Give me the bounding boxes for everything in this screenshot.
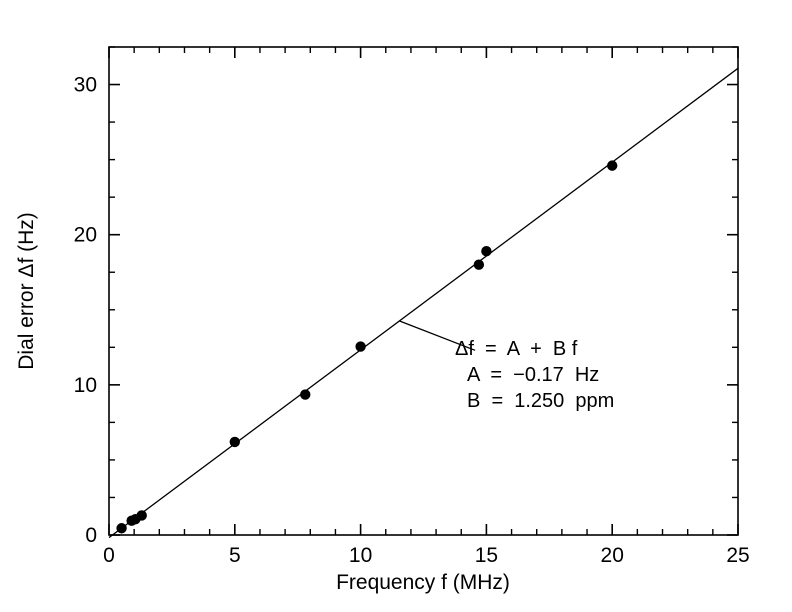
x-axis-major-ticks xyxy=(108,47,739,535)
y-axis-title: Dial error Δf (Hz) xyxy=(15,212,38,370)
data-point xyxy=(473,259,485,270)
x-axis-minor-ticks xyxy=(133,47,714,535)
x-tick-label: 0 xyxy=(103,544,115,567)
y-tick-label: 30 xyxy=(74,74,97,97)
x-tick-label: 25 xyxy=(726,544,749,567)
y-axis-major-ticks xyxy=(109,83,738,536)
y-axis-tick-labels: 0 10 20 30 xyxy=(74,74,97,547)
x-axis-tick-labels: 0 5 10 15 20 25 xyxy=(103,544,750,567)
linear-fit-line xyxy=(108,67,739,539)
y-tick-label: 10 xyxy=(74,374,97,397)
annotation-slope: B = 1.250 ppm xyxy=(467,390,614,412)
data-point xyxy=(136,510,147,521)
data-point xyxy=(229,436,240,448)
y-tick-label: 0 xyxy=(85,524,97,547)
x-tick-label: 20 xyxy=(601,544,624,567)
y-axis-minor-ticks xyxy=(109,46,738,499)
x-tick-label: 5 xyxy=(229,544,241,567)
annotation-equation: Δf = A + B f xyxy=(455,338,578,360)
data-point xyxy=(300,389,311,400)
data-point xyxy=(481,246,492,257)
x-axis-title: Frequency f (MHz) xyxy=(336,571,510,594)
plot-frame xyxy=(108,46,739,536)
annotation-leader-line xyxy=(399,320,476,351)
annotation-intercept: A = −0.17 Hz xyxy=(467,364,599,386)
x-tick-label: 15 xyxy=(475,544,498,567)
data-point-group xyxy=(116,160,618,534)
data-point xyxy=(355,341,366,352)
data-point xyxy=(607,160,618,171)
y-tick-label: 20 xyxy=(74,224,97,247)
data-point xyxy=(116,523,127,534)
x-tick-label: 10 xyxy=(349,544,372,567)
